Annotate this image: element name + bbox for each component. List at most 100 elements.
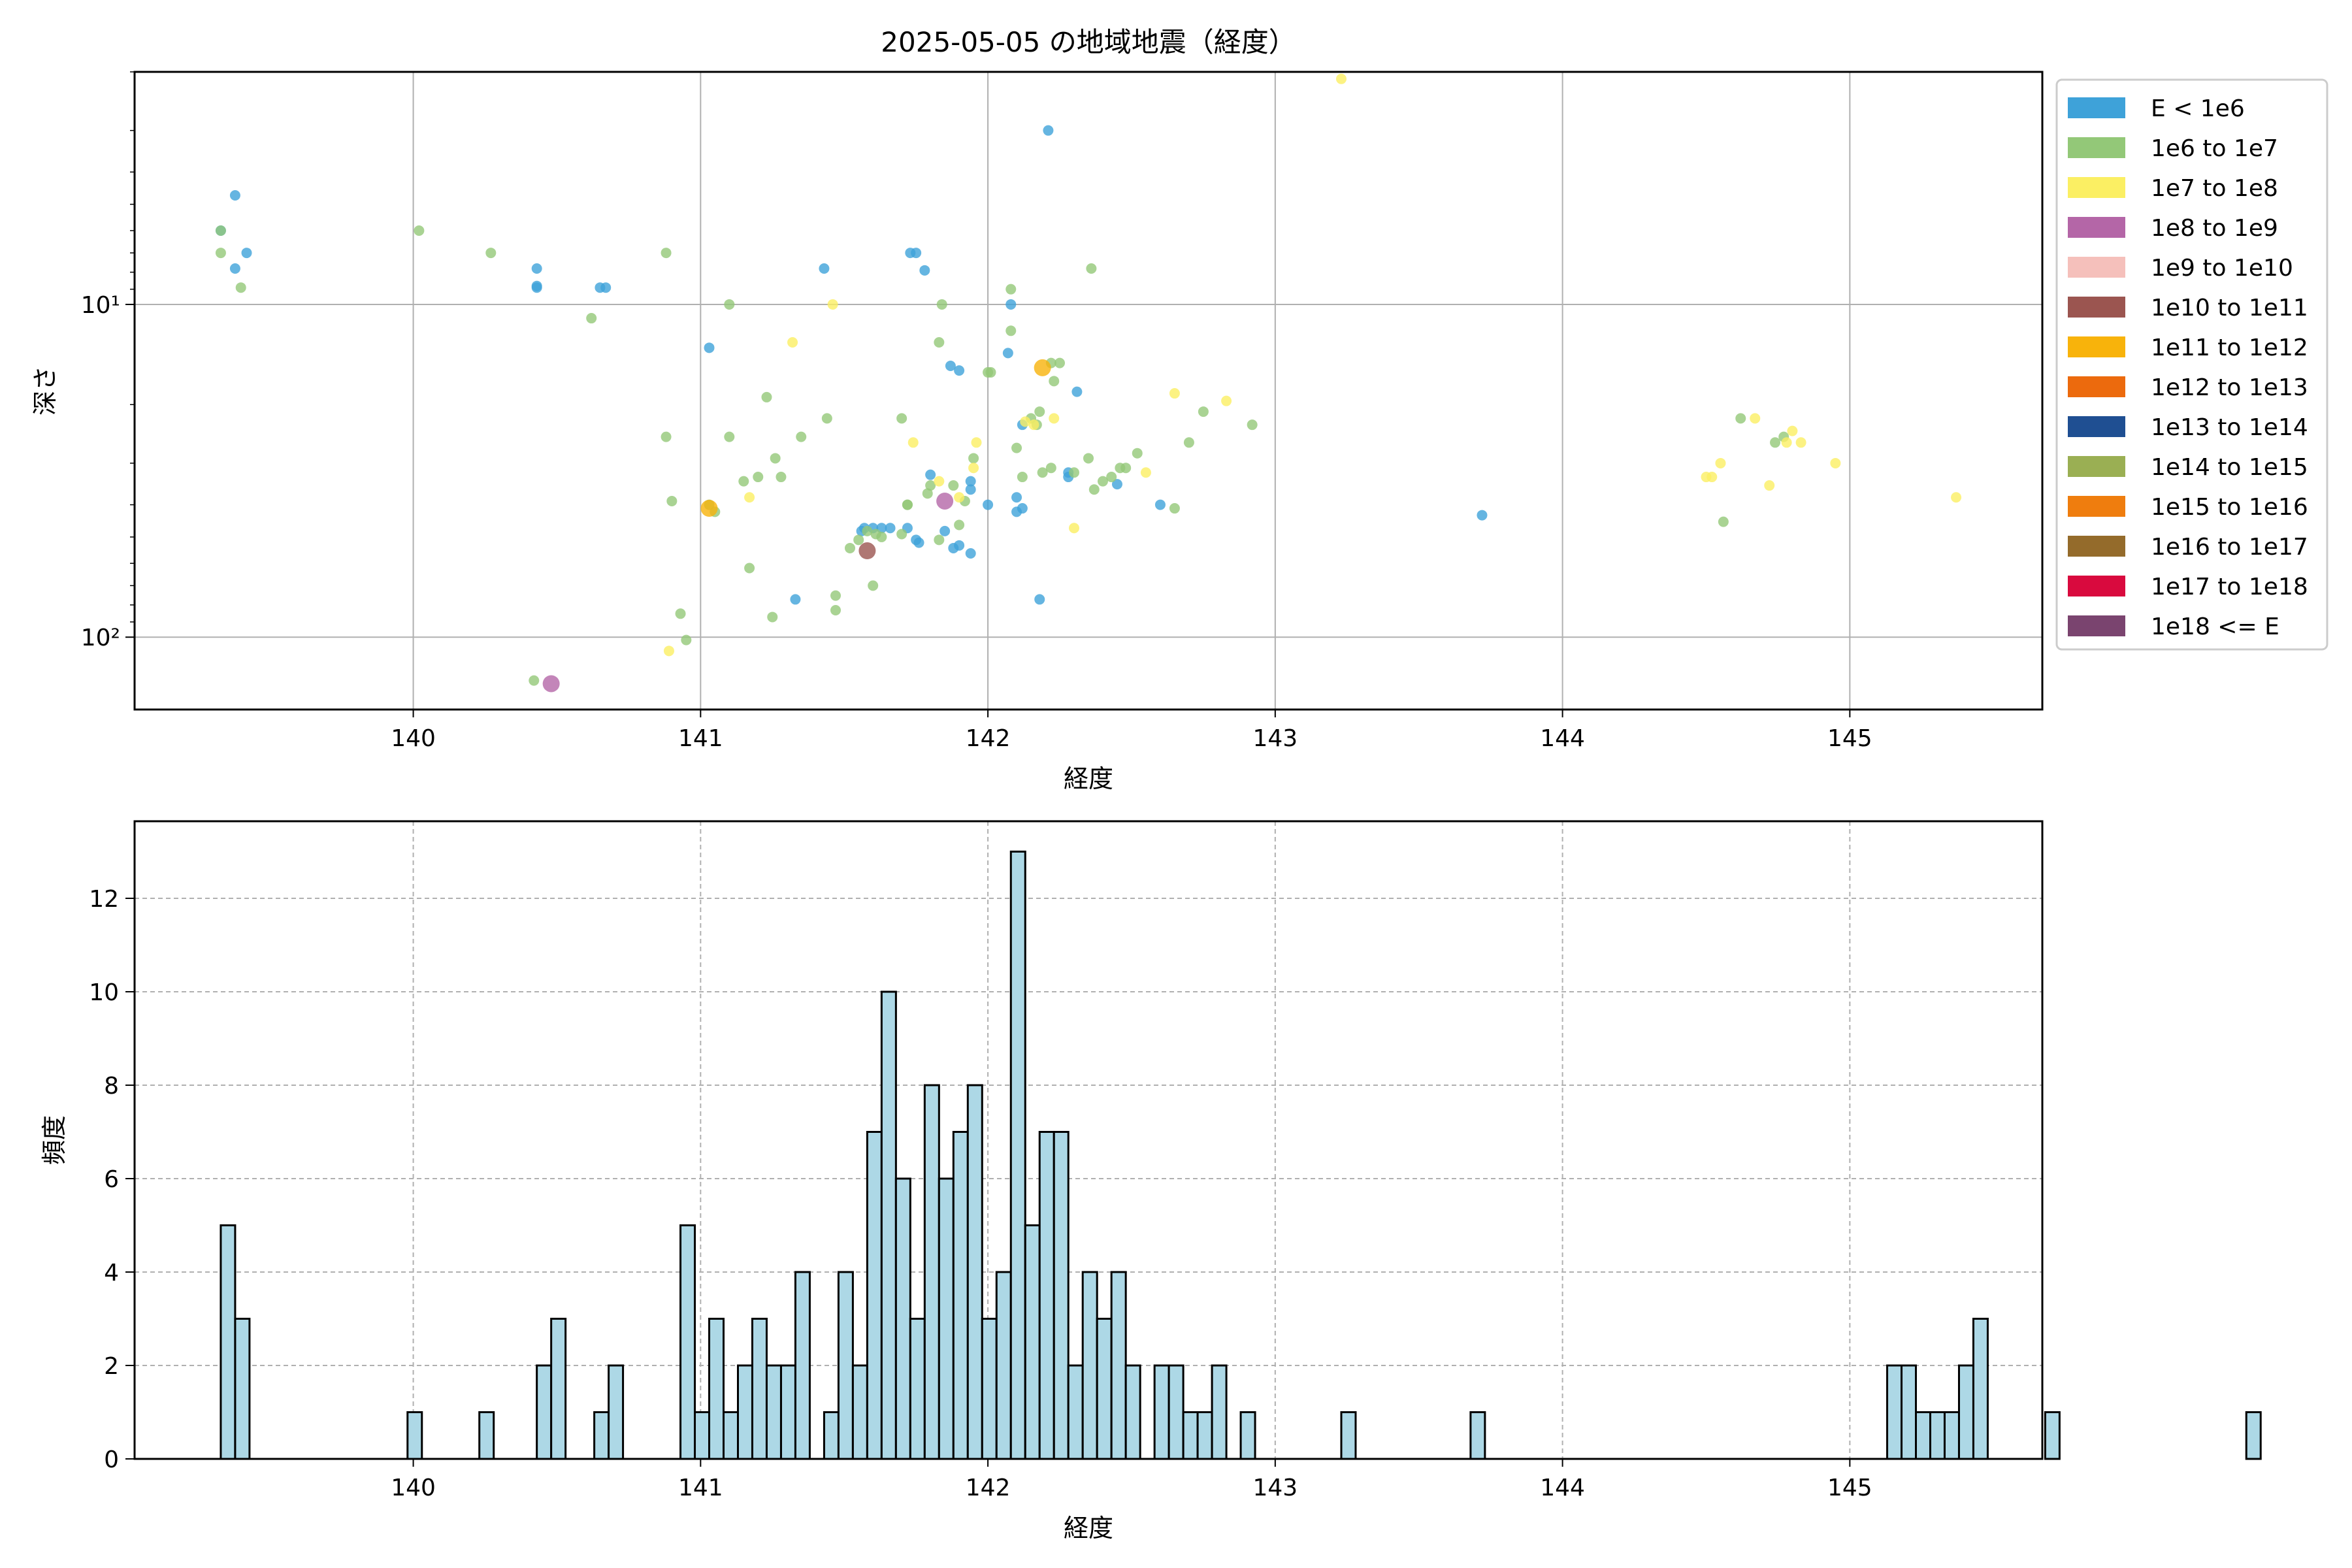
histogram-bar	[1901, 1364, 1918, 1460]
scatter-point	[1083, 453, 1094, 464]
legend-swatch-6	[2068, 336, 2125, 357]
scatter-point	[1011, 442, 1022, 453]
scatter-point	[542, 675, 560, 693]
histogram-x-tick-label-145: 145	[1827, 1475, 1872, 1501]
scatter-point	[1049, 376, 1060, 387]
histogram-y-tick-label-6: 6	[104, 1166, 119, 1193]
histogram-bar	[679, 1224, 696, 1460]
scatter-point	[1097, 476, 1108, 487]
scatter-point	[681, 634, 692, 645]
histogram-bar	[1038, 1130, 1055, 1460]
scatter-point	[983, 499, 994, 510]
scatter-point	[965, 476, 976, 487]
histogram-bar	[952, 1130, 969, 1460]
scatter-point	[948, 542, 959, 553]
scatter-point	[1715, 457, 1726, 468]
scatter-y-tick-label-10: 10¹	[81, 292, 120, 319]
histogram-bar	[536, 1364, 553, 1460]
histogram-bar	[837, 1271, 854, 1460]
scatter-point	[1005, 299, 1017, 310]
scatter-point	[790, 594, 801, 605]
scatter-point	[1198, 406, 1209, 417]
scatter-point	[983, 367, 994, 378]
scatter-point	[531, 282, 542, 293]
legend-swatch-0	[2068, 97, 2125, 118]
legend-swatch-4	[2068, 257, 2125, 278]
scatter-point	[1049, 413, 1060, 424]
histogram-bar	[880, 990, 897, 1460]
histogram-x-tick-label-141: 141	[678, 1475, 723, 1501]
scatter-point	[925, 480, 936, 491]
scatter-point	[1169, 503, 1180, 514]
histogram-x-axis-label: 経度	[1064, 1514, 1113, 1543]
histogram-bar	[1469, 1411, 1486, 1460]
scatter-point	[1034, 359, 1051, 376]
legend-label-5: 1e10 to 1e11	[2151, 295, 2308, 321]
histogram-bar	[1196, 1411, 1213, 1460]
scatter-panel: 2025-05-05 の地域地震（経度） 140 141 142 143 144 145 …	[31, 26, 2328, 793]
scatter-point	[1795, 437, 1806, 448]
legend-swatch-8	[2068, 416, 2125, 437]
scatter-point	[1770, 437, 1781, 448]
scatter-point	[1069, 523, 1080, 534]
histogram-bar	[2044, 1411, 2061, 1460]
histogram-bar	[1340, 1411, 1357, 1460]
scatter-point	[965, 547, 976, 559]
histogram-bar	[1239, 1411, 1256, 1460]
scatter-point	[830, 590, 841, 601]
scatter-point	[1707, 472, 1718, 483]
legend-swatch-11	[2068, 536, 2125, 557]
histogram-bar	[220, 1224, 237, 1460]
legend-swatch-3	[2068, 217, 2125, 238]
scatter-point	[934, 534, 945, 546]
scatter-point	[1002, 348, 1013, 359]
scatter-point	[1140, 467, 1151, 478]
scatter-point	[896, 529, 907, 540]
scatter-point	[1034, 406, 1045, 417]
scatter-point	[936, 492, 954, 510]
scatter-x-axis-label: 経度	[1064, 764, 1113, 793]
histogram-y-axis-label: 頻度	[40, 1115, 69, 1165]
histogram-bar	[1211, 1364, 1228, 1460]
histogram-bar	[1915, 1411, 1931, 1460]
histogram-bar	[779, 1364, 796, 1460]
histogram-bar	[1929, 1411, 1946, 1460]
scatter-point	[911, 248, 922, 259]
scatter-point	[1043, 125, 1054, 136]
scatter-point	[1132, 448, 1143, 459]
histogram-x-tick-label-144: 144	[1540, 1475, 1585, 1501]
histogram-bar	[1168, 1364, 1184, 1460]
scatter-point	[724, 299, 735, 310]
scatter-point	[862, 525, 873, 536]
scatter-x-tick-label-143: 143	[1252, 725, 1298, 752]
histogram-bar	[550, 1317, 567, 1460]
histogram-y-ticks: 0 2 4 6 8 10 12	[89, 886, 135, 1473]
scatter-x-tick-label-142: 142	[966, 725, 1011, 752]
legend-label-6: 1e11 to 1e12	[2151, 335, 2308, 361]
histogram-bar	[1067, 1364, 1084, 1460]
scatter-point	[1830, 457, 1841, 468]
scatter-point	[819, 263, 830, 274]
histogram-panel: 140 141 142 143 144 145 0 2 4 6 8 10 12 経度 頻度	[40, 820, 2262, 1543]
histogram-bar	[723, 1411, 739, 1460]
scatter-point	[215, 225, 226, 236]
scatter-point	[919, 265, 930, 276]
scatter-point	[954, 492, 965, 503]
scatter-point	[968, 453, 979, 464]
legend-swatch-9	[2068, 456, 2125, 477]
scatter-point	[235, 282, 246, 293]
histogram-x-tick-label-143: 143	[1252, 1475, 1298, 1501]
histogram-bar	[593, 1411, 610, 1460]
histogram-bar	[478, 1411, 495, 1460]
scatter-point	[704, 342, 715, 353]
legend-label-0: E < 1e6	[2151, 95, 2245, 122]
scatter-point	[1335, 73, 1347, 84]
scatter-point	[1183, 437, 1194, 448]
histogram-bar	[1081, 1271, 1098, 1460]
histogram-bar	[736, 1364, 753, 1460]
scatter-point	[414, 225, 425, 236]
scatter-x-tick-label-140: 140	[391, 725, 436, 752]
scatter-point	[934, 476, 945, 487]
scatter-point	[531, 263, 542, 274]
